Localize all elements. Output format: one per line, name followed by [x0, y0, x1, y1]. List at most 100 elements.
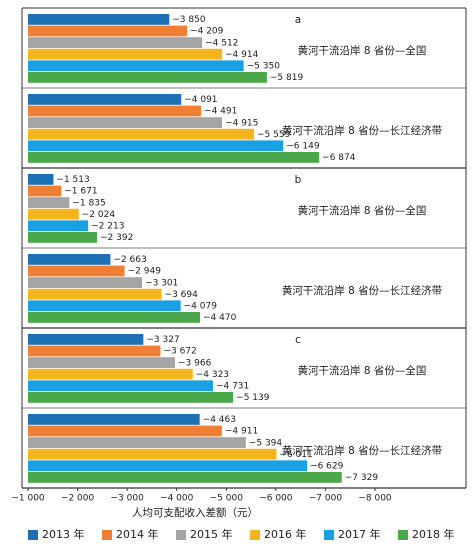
bar	[28, 357, 176, 368]
value-label: −5 139	[236, 393, 270, 403]
value-label: −6 874	[322, 153, 356, 163]
value-label: −4 512	[205, 38, 238, 48]
bar	[28, 48, 223, 60]
value-label: −5 819	[270, 73, 304, 83]
legend-swatch	[28, 530, 38, 540]
x-tick-label: −4 000	[160, 494, 194, 504]
value-label: −4 079	[184, 302, 218, 312]
legend-swatch	[324, 530, 334, 540]
bar	[28, 232, 98, 243]
category-label: 黄河干流沿岸 8 省份—全国	[298, 204, 427, 217]
legend-swatch	[398, 530, 408, 540]
x-tick-label: −1 000	[11, 494, 45, 504]
value-label: −2 392	[100, 233, 133, 243]
x-tick-label: −5 000	[210, 494, 244, 504]
legend-swatch	[176, 530, 186, 540]
value-label: −4 911	[225, 427, 258, 437]
bar	[28, 72, 267, 83]
legend-swatch	[102, 530, 112, 540]
bar	[28, 277, 143, 288]
value-label: −6 629	[310, 462, 344, 472]
value-label: −6 149	[286, 142, 320, 152]
bar	[28, 185, 62, 197]
value-label: −2 949	[128, 267, 162, 277]
value-label: −6 011	[279, 450, 312, 460]
value-label: −1 835	[72, 198, 105, 208]
legend-swatch	[250, 530, 260, 540]
legend-label: 2017 年	[338, 527, 381, 541]
value-label: −4 463	[203, 415, 236, 425]
value-label: −2 213	[91, 222, 124, 232]
legend-label: 2015 年	[190, 527, 233, 541]
value-label: −3 694	[165, 290, 199, 300]
bar	[28, 174, 54, 185]
panel-label: c	[295, 334, 301, 346]
bar	[28, 300, 181, 312]
bar	[28, 460, 308, 472]
bar	[28, 14, 170, 25]
bar	[28, 288, 162, 300]
legend-label: 2018 年	[412, 527, 455, 541]
bar	[28, 414, 200, 425]
legend-label: 2016 年	[264, 527, 307, 541]
bar	[28, 60, 244, 72]
bar	[28, 437, 246, 448]
value-label: −5 394	[249, 438, 283, 448]
x-tick-label: −3 000	[110, 494, 144, 504]
value-label: −3 327	[146, 335, 179, 345]
value-label: −1 513	[56, 175, 89, 185]
bar	[28, 140, 284, 152]
bar	[28, 254, 111, 265]
bar	[28, 37, 203, 48]
bar	[28, 197, 70, 208]
value-label: −4 323	[196, 370, 229, 380]
bar	[28, 425, 222, 437]
category-label: 黄河干流沿岸 8 省份—长江经济带	[282, 284, 442, 297]
panel-label: b	[295, 174, 302, 186]
bar	[28, 208, 79, 220]
value-label: −7 329	[345, 473, 379, 483]
category-label: 黄河干流沿岸 8 省份—全国	[298, 364, 427, 377]
bar	[28, 94, 182, 105]
value-label: −3 850	[172, 15, 206, 25]
bar	[28, 105, 202, 117]
category-label: 黄河干流沿岸 8 省份—长江经济带	[282, 124, 442, 137]
bar	[28, 312, 201, 323]
bar	[28, 265, 125, 277]
bar	[28, 392, 234, 403]
value-label: −3 672	[163, 347, 196, 357]
value-label: −2 024	[82, 210, 116, 220]
value-label: −3 301	[145, 278, 178, 288]
value-label: −4 731	[216, 382, 249, 392]
value-label: −2 663	[113, 255, 146, 265]
panel-label: a	[295, 14, 301, 26]
value-label: −4 914	[225, 50, 259, 60]
bar	[28, 345, 161, 357]
category-label: 黄河干流沿岸 8 省份—全国	[298, 44, 427, 57]
bar	[28, 472, 342, 483]
x-tick-label: −7 000	[309, 494, 343, 504]
value-label: −1 671	[64, 187, 97, 197]
value-label: −5 559	[257, 130, 291, 140]
x-tick-label: −6 000	[259, 494, 293, 504]
value-label: −5 350	[247, 62, 281, 72]
legend-label: 2013 年	[42, 527, 85, 541]
value-label: −3 966	[178, 358, 212, 368]
bar	[28, 128, 254, 140]
bar	[28, 25, 188, 37]
value-label: −4 209	[190, 27, 224, 37]
bar	[28, 448, 277, 460]
bar	[28, 220, 89, 232]
bar	[28, 334, 144, 345]
value-label: −4 470	[203, 313, 237, 323]
x-tick-label: −2 000	[61, 494, 95, 504]
x-tick-label: −8 000	[358, 494, 392, 504]
category-label: 黄河干流沿岸 8 省份—长江经济带	[282, 444, 442, 457]
bar	[28, 368, 193, 380]
x-axis-label: 人均可支配收入差额（元）	[132, 506, 258, 519]
bar	[28, 152, 320, 163]
bar	[28, 117, 223, 128]
value-label: −4 491	[204, 107, 237, 117]
value-label: −4 091	[184, 95, 217, 105]
